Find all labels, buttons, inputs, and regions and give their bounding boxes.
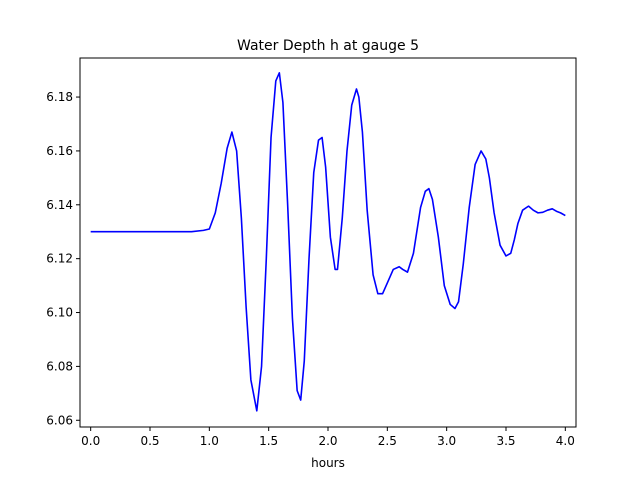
x-tick-label: 3.5	[496, 434, 515, 448]
x-tick-label: 2.5	[378, 434, 397, 448]
chart-title: Water Depth h at gauge 5	[237, 38, 419, 54]
plot-area	[90, 72, 566, 412]
x-tick-label: 2.0	[318, 434, 337, 448]
x-axis-label: hours	[311, 456, 345, 470]
x-tick-label: 3.0	[437, 434, 456, 448]
x-tick-label: 1.5	[259, 434, 278, 448]
y-tick-label: 6.08	[46, 359, 73, 373]
y-tick-label: 6.16	[46, 144, 73, 158]
y-tick-label: 6.10	[46, 306, 73, 320]
y-tick-label: 6.12	[46, 252, 73, 266]
series-line-0	[90, 72, 566, 412]
y-axis: 6.06 6.08 6.10 6.12 6.14 6.16 6.18	[46, 90, 80, 427]
x-tick-label: 0.5	[140, 434, 159, 448]
x-axis: 0.0 0.5 1.0 1.5 2.0 2.5 3.0 3.5 4.0	[81, 427, 575, 448]
y-tick-label: 6.14	[46, 198, 73, 212]
x-tick-label: 4.0	[556, 434, 575, 448]
y-tick-label: 6.18	[46, 90, 73, 104]
axes-frame	[79, 57, 577, 428]
x-tick-label: 0.0	[81, 434, 100, 448]
x-tick-label: 1.0	[200, 434, 219, 448]
y-tick-label: 6.06	[46, 413, 73, 427]
